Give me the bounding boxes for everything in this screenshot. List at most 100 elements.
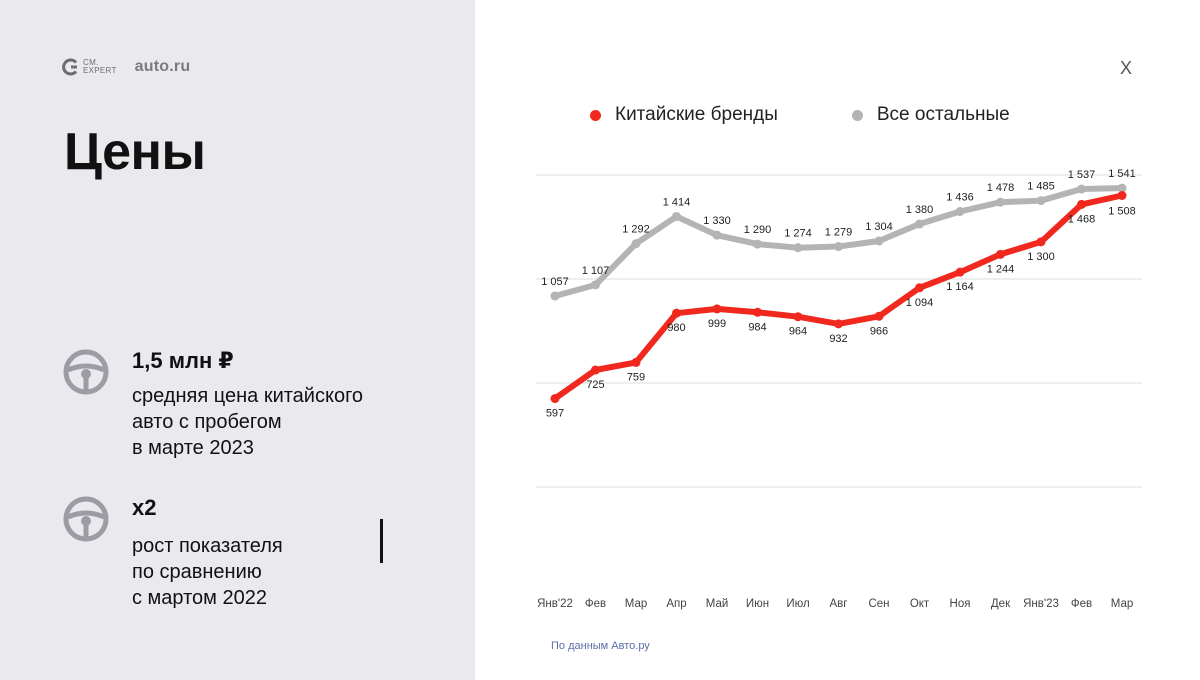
- data-label: 1 094: [906, 297, 934, 309]
- x-tick-label: Янв'22: [537, 598, 573, 610]
- x-tick-label: Апр: [666, 598, 686, 610]
- data-label: 1 541: [1108, 168, 1136, 180]
- stat-description: рост показателя по сравнению с мартом 20…: [132, 533, 283, 611]
- data-label: 932: [829, 333, 847, 345]
- data-label: 1 279: [825, 227, 853, 239]
- stat-line: авто с пробегом: [132, 411, 282, 433]
- text-cursor: [380, 519, 383, 563]
- data-label: 1 304: [865, 221, 893, 233]
- data-label: 966: [870, 325, 888, 337]
- data-label: 759: [627, 371, 645, 383]
- legend-label: Все остальные: [876, 104, 1010, 125]
- legend-other-brands: Все остальные: [851, 104, 1010, 126]
- x-tick-label: Окт: [910, 598, 930, 610]
- stat-description: средняя цена китайского авто с пробегом …: [132, 383, 363, 461]
- data-label: 1 478: [987, 182, 1015, 194]
- x-tick-label: Май: [706, 598, 729, 610]
- point-chinese-brands: [631, 357, 641, 367]
- point-other-brands: [996, 197, 1005, 207]
- data-label: 1 107: [582, 265, 610, 277]
- x-tick-label: Мар: [625, 598, 648, 610]
- point-chinese-brands: [753, 307, 762, 317]
- legend-chinese-brands: Китайские бренды: [590, 104, 778, 126]
- stat-line: с мартом 2022: [132, 587, 267, 609]
- point-other-brands: [672, 211, 681, 221]
- point-other-brands: [631, 239, 641, 249]
- point-other-brands: [550, 291, 560, 301]
- data-label: 1 537: [1068, 169, 1096, 181]
- x-tick-label: Фев: [1071, 598, 1092, 610]
- point-other-brands: [834, 242, 843, 252]
- info-panel: [0, 0, 475, 680]
- x-tick-label: Янв'23: [1023, 598, 1059, 610]
- point-other-brands: [753, 239, 762, 249]
- point-other-brands: [955, 207, 965, 217]
- point-other-brands: [793, 243, 803, 253]
- point-other-brands: [1036, 196, 1046, 206]
- logo-text-line2: EXPERT: [83, 66, 117, 75]
- stat-value: 1,5 млн ₽: [132, 348, 234, 373]
- stat-line: рост показателя: [132, 535, 283, 557]
- point-other-brands: [915, 219, 924, 229]
- point-chinese-brands: [550, 394, 560, 404]
- logo-text-line1: CM.: [83, 58, 99, 67]
- data-label: 1 057: [541, 276, 569, 288]
- point-chinese-brands: [874, 311, 884, 321]
- data-label: 1 292: [622, 224, 650, 236]
- stat-average-price: 1,5 млн ₽ средняя цена китайского авто с…: [62, 348, 442, 468]
- data-label: 1 290: [744, 224, 772, 236]
- point-chinese-brands: [915, 283, 924, 293]
- steering-wheel-icon: [63, 349, 109, 395]
- data-label: 980: [667, 322, 685, 334]
- chart-legend: Китайские бренды Все остальные: [590, 104, 1010, 126]
- data-label: 984: [748, 321, 766, 333]
- point-chinese-brands: [1117, 191, 1127, 201]
- stat-value: х2: [132, 495, 157, 520]
- data-label: 964: [789, 326, 807, 338]
- point-chinese-brands: [834, 319, 843, 329]
- data-label: 1 414: [663, 196, 691, 208]
- data-label: 1 508: [1108, 206, 1136, 218]
- x-tick-label: Авг: [830, 598, 848, 610]
- point-chinese-brands: [793, 312, 803, 322]
- data-label: 1 436: [946, 192, 974, 204]
- page-title: Цены: [64, 123, 206, 181]
- data-label: 725: [586, 379, 604, 391]
- point-other-brands: [591, 280, 600, 290]
- stat-line: средняя цена китайского: [132, 385, 364, 407]
- x-tick-label: Фев: [585, 598, 606, 610]
- data-label: 1 330: [703, 215, 731, 227]
- auto-ru-logo: auto.ru: [134, 58, 191, 75]
- data-label: 1 164: [946, 281, 974, 293]
- point-other-brands: [1077, 184, 1086, 194]
- point-chinese-brands: [591, 365, 600, 375]
- data-label: 1 300: [1027, 251, 1055, 263]
- point-chinese-brands: [672, 308, 681, 318]
- point-chinese-brands: [1077, 199, 1086, 209]
- data-label: 1 468: [1068, 213, 1096, 225]
- legend-marker-others: [851, 109, 863, 121]
- logos: CM. EXPERT auto.ru: [62, 55, 190, 79]
- data-label: 1 380: [906, 204, 934, 216]
- point-chinese-brands: [1036, 237, 1046, 247]
- data-label: 999: [708, 318, 726, 330]
- x-tick-label: Июл: [786, 598, 809, 610]
- data-label: 1 244: [987, 263, 1015, 275]
- data-label: 1 485: [1027, 181, 1055, 193]
- close-button[interactable]: Х: [1120, 58, 1133, 78]
- stat-line: в марте 2023: [132, 437, 254, 459]
- data-label: 1 274: [784, 228, 812, 240]
- stat-growth: х2 рост показателя по сравнению с мартом…: [62, 495, 442, 615]
- point-chinese-brands: [955, 267, 965, 277]
- cm-expert-logo-icon: [62, 58, 78, 76]
- legend-label: Китайские бренды: [615, 104, 778, 125]
- legend-marker-chinese: [590, 109, 601, 121]
- x-tick-label: Дек: [991, 598, 1011, 610]
- x-tick-label: Сен: [868, 598, 889, 610]
- x-tick-label: Ноя: [950, 598, 971, 610]
- point-other-brands: [874, 236, 884, 246]
- stat-line: по сравнению: [132, 561, 262, 583]
- point-other-brands: [1117, 183, 1127, 193]
- x-tick-label: Июн: [746, 598, 769, 610]
